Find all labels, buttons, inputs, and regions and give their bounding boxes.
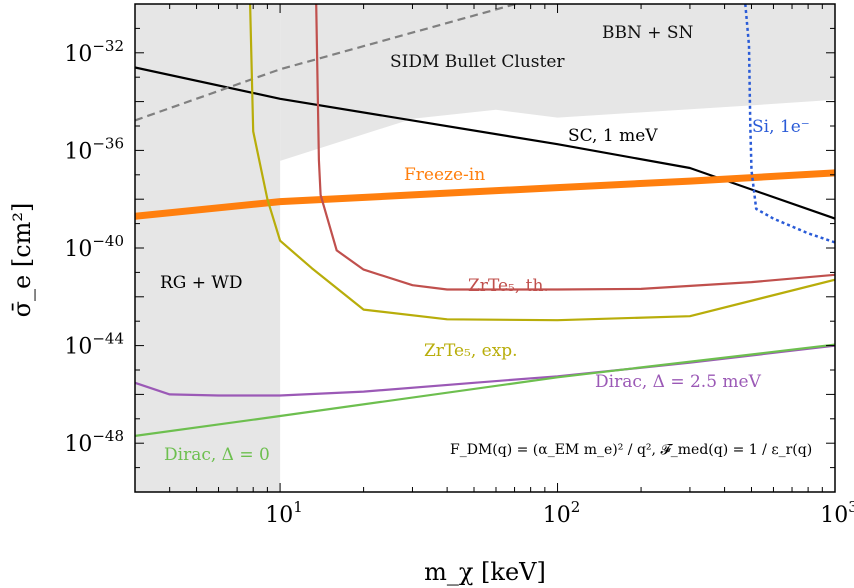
series-line-7 — [135, 343, 835, 437]
series-line-3 — [744, 4, 835, 244]
x-tick-label: 103 — [820, 498, 854, 528]
zrte5-exp-label: ZrTe₅, exp. — [424, 341, 518, 361]
sc-label: SC, 1 meV — [568, 126, 658, 146]
series-line-1 — [135, 4, 520, 122]
x-tick-label: 101 — [265, 498, 303, 528]
dirac-0-label: Dirac, Δ = 0 — [164, 445, 270, 465]
x-axis-title: m_χ [keV] — [424, 558, 546, 586]
y-tick-label: 10−36 — [64, 134, 124, 164]
bbn-sn-label: BBN + SN — [602, 23, 694, 43]
ticks-layer — [134, 3, 836, 493]
freeze-in-label: Freeze-in — [404, 165, 485, 185]
dirac-2p5-label: Dirac, Δ = 2.5 meV — [595, 372, 762, 392]
y-tick-label: 10−44 — [64, 330, 124, 360]
series-line-4 — [315, 4, 835, 291]
tick-labels-layer: 101 102 103 10−32 10−36 10−40 10−44 10−48 — [64, 37, 854, 528]
series-line-5 — [249, 4, 835, 322]
y-tick-label: 10−32 — [64, 37, 124, 67]
zrte5-th-label: ZrTe₅, th. — [468, 276, 549, 296]
plot-area — [135, 4, 835, 492]
series-line-0 — [135, 66, 835, 220]
y-axis-title: σ̄_e [cm²] — [8, 203, 36, 318]
rg-wd-region — [135, 4, 281, 492]
y-tick-label: 10−40 — [64, 232, 124, 262]
series-layer — [135, 4, 835, 437]
y-tick-label: 10−48 — [64, 427, 124, 457]
rg-wd-label: RG + WD — [160, 273, 243, 293]
sidm-bullet-cluster-label: SIDM Bullet Cluster — [390, 52, 565, 72]
form-factor-formula: F_DM(q) = (α_EM m_e)² / q², 𝓕_med(q) = 1… — [450, 442, 812, 458]
si-label: Si, 1e⁻ — [752, 117, 810, 137]
x-tick-label: 102 — [543, 498, 581, 528]
bbn-sn-region — [135, 4, 835, 161]
series-line-2 — [135, 169, 835, 220]
